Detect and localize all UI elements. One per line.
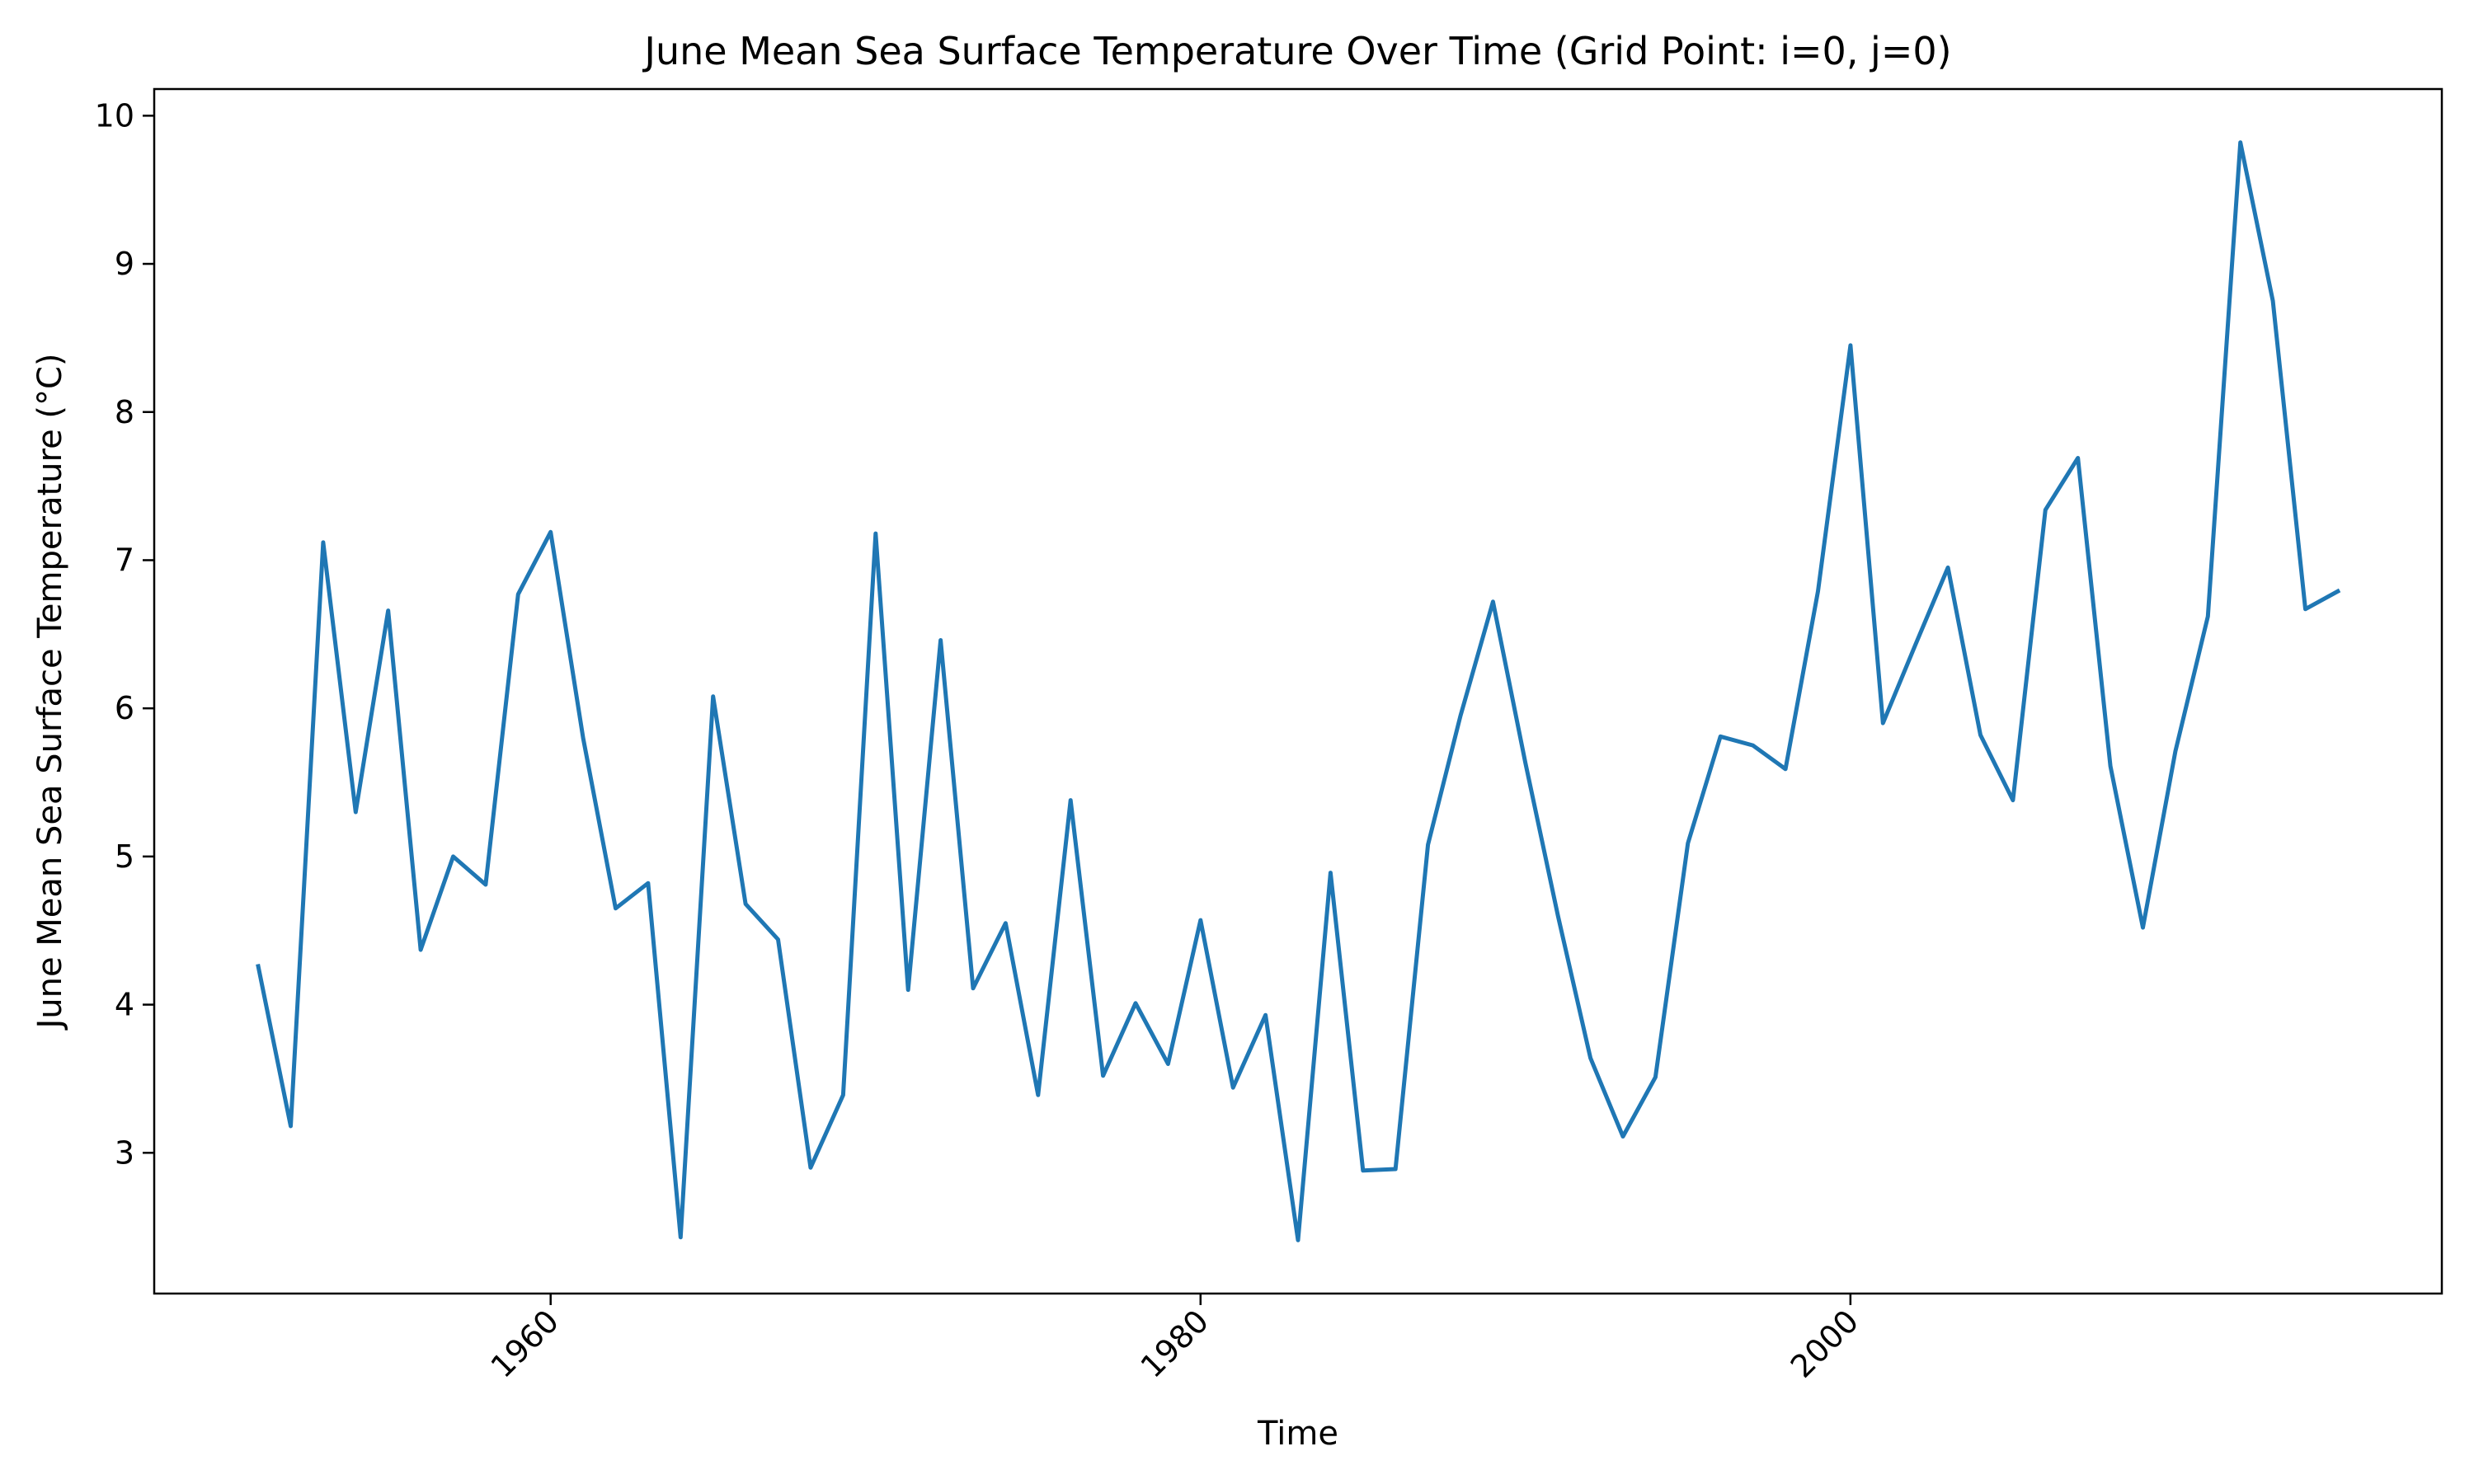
- y-tick-label: 7: [115, 542, 134, 578]
- chart-title: June Mean Sea Surface Temperature Over T…: [642, 29, 1951, 73]
- series-line: [256, 140, 2341, 1242]
- y-tick-label: 3: [115, 1134, 134, 1171]
- y-tick-label: 9: [115, 246, 134, 282]
- y-tick-label: 4: [115, 987, 134, 1023]
- y-tick-label: 10: [95, 97, 134, 134]
- x-axis-label: Time: [1257, 1415, 1338, 1453]
- y-tick-label: 8: [115, 394, 134, 430]
- y-axis-label: June Mean Sea Surface Temperature (°C): [31, 353, 69, 1031]
- y-tick-label: 5: [115, 838, 134, 875]
- plot-frame: [153, 87, 2443, 1295]
- y-tick-label: 6: [115, 690, 134, 726]
